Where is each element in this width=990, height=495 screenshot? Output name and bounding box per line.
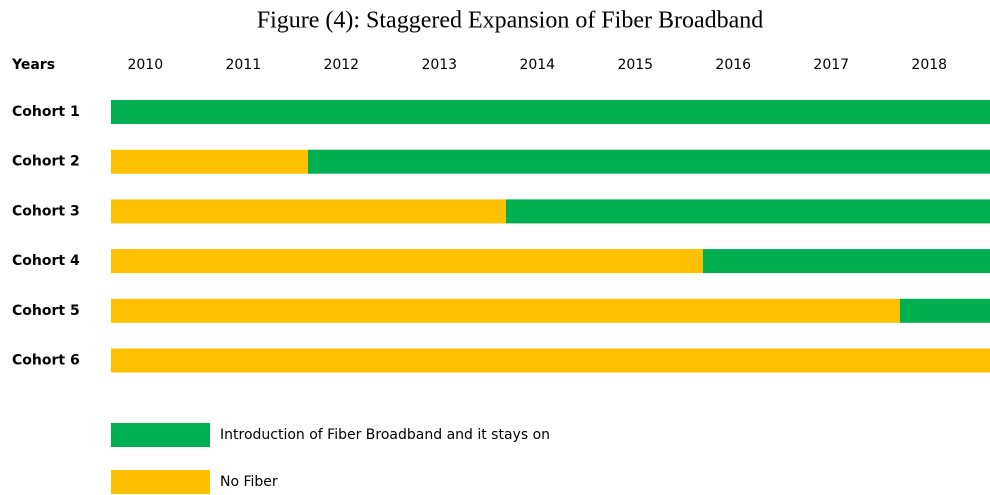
x-tick-label: 2016: [715, 57, 751, 73]
x-axis-label: Years: [11, 57, 55, 73]
row-label: Cohort 4: [12, 253, 80, 269]
legend-swatch: [111, 423, 210, 447]
fiber-bar: [505, 199, 990, 224]
no-fiber-bar: [111, 249, 703, 274]
row-label: Cohort 6: [12, 353, 80, 369]
x-tick-label: 2010: [127, 57, 163, 73]
no-fiber-bar: [111, 348, 990, 373]
x-tick-label: 2011: [225, 57, 261, 73]
x-tick-label: 2012: [323, 57, 359, 73]
legend-label: Introduction of Fiber Broadband and it s…: [220, 427, 550, 443]
legend-label: No Fiber: [220, 474, 278, 490]
row-label: Cohort 3: [12, 203, 80, 219]
fiber-bar: [307, 149, 990, 174]
fiber-bar: [899, 298, 990, 323]
fiber-bar: [111, 100, 990, 124]
row-label: Cohort 2: [12, 154, 80, 170]
x-tick-label: 2015: [617, 57, 653, 73]
x-tick-label: 2018: [911, 57, 947, 73]
no-fiber-bar: [111, 199, 506, 224]
x-tick-label: 2014: [519, 57, 555, 73]
x-tick-label: 2013: [421, 57, 457, 73]
no-fiber-bar: [111, 298, 900, 323]
fiber-bar: [702, 249, 990, 274]
row-label: Cohort 5: [12, 303, 80, 319]
legend-swatch: [111, 470, 210, 494]
row-label: Cohort 1: [12, 104, 80, 120]
x-tick-label: 2017: [813, 57, 849, 73]
chart-title: Figure (4): Staggered Expansion of Fiber…: [257, 8, 764, 34]
no-fiber-bar: [111, 149, 308, 174]
